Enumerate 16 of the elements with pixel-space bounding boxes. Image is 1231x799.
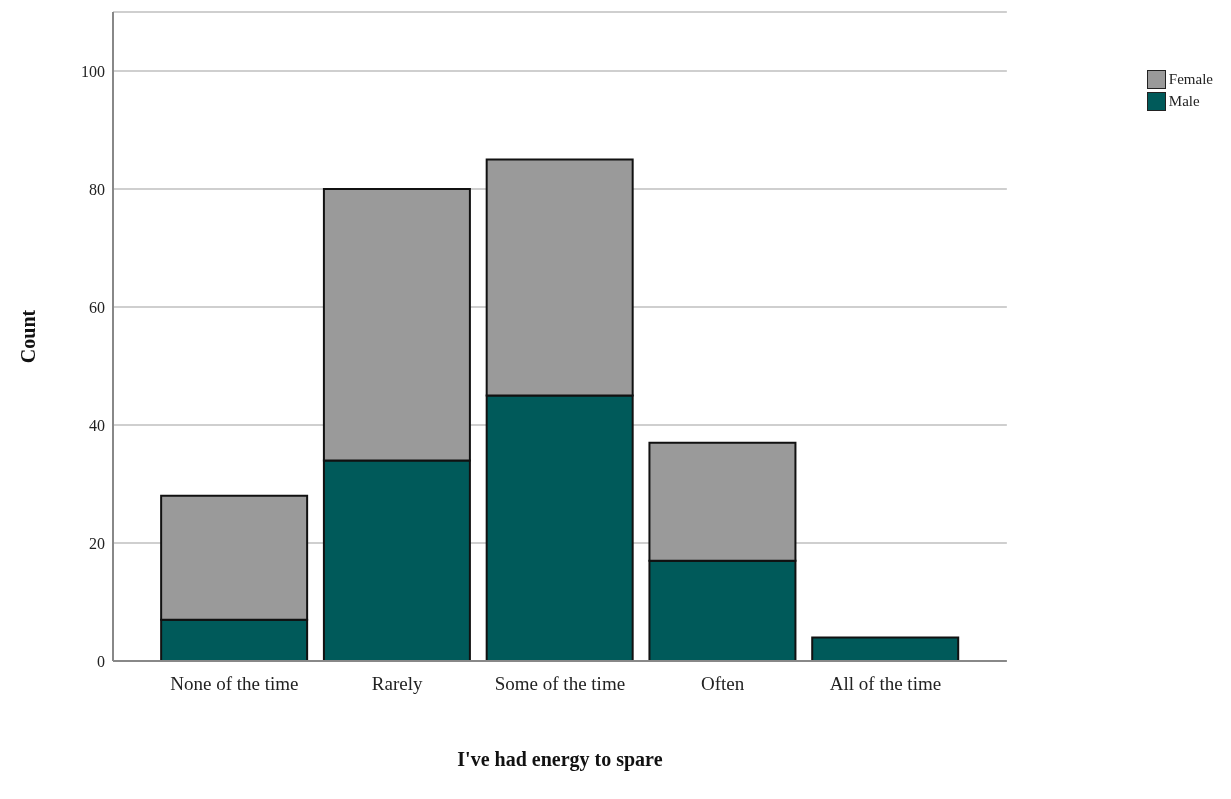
y-tick-label: 80 xyxy=(89,180,105,198)
y-axis-title: Count xyxy=(17,309,40,364)
x-tick-label: Rarely xyxy=(371,673,423,695)
y-tick-label: 100 xyxy=(81,62,105,80)
x-tick-label: All of the time xyxy=(829,673,942,695)
y-tick-label: 0 xyxy=(97,652,105,670)
legend-label: Female xyxy=(1168,70,1213,88)
y-tick-label: 40 xyxy=(89,416,105,434)
bar xyxy=(811,636,960,661)
x-tick-label: Often xyxy=(701,673,745,695)
y-tick-label: 20 xyxy=(89,534,105,552)
x-axis-title: I've had energy to spare xyxy=(457,748,663,771)
legend-label: Male xyxy=(1168,92,1200,110)
x-tick-label: Some of the time xyxy=(494,673,626,695)
x-tick-label: None of the time xyxy=(170,673,299,695)
y-tick-label: 60 xyxy=(89,298,105,316)
